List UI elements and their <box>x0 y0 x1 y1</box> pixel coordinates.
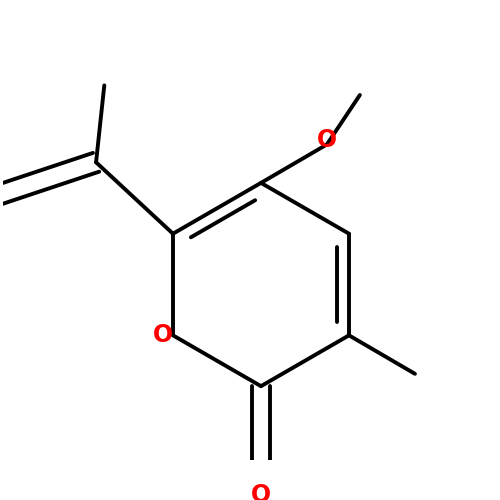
Text: O: O <box>251 483 271 500</box>
Text: O: O <box>317 128 337 152</box>
Text: O: O <box>153 324 173 347</box>
